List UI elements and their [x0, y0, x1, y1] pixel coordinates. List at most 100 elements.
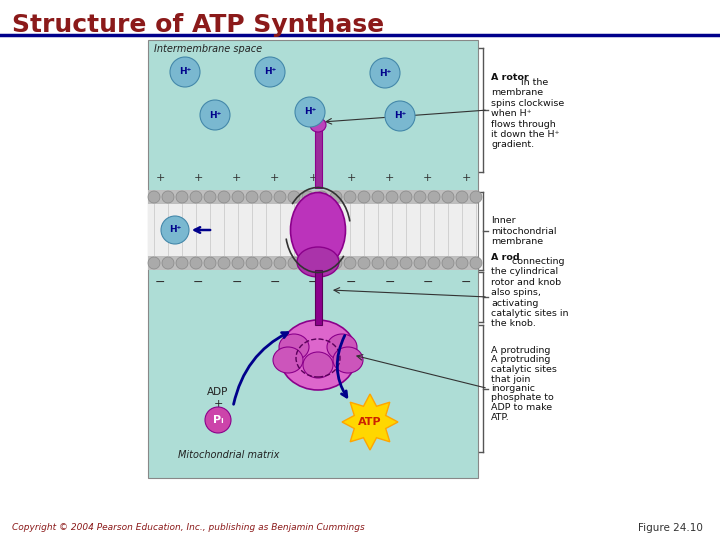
Circle shape — [456, 191, 468, 203]
Text: ADP to make: ADP to make — [491, 403, 552, 412]
Text: H⁺: H⁺ — [304, 107, 316, 117]
Text: H⁺: H⁺ — [264, 68, 276, 77]
Text: A protruding: A protruding — [491, 355, 550, 364]
Circle shape — [260, 191, 272, 203]
Text: Intermembrane space: Intermembrane space — [154, 44, 262, 54]
Polygon shape — [342, 394, 398, 450]
Ellipse shape — [279, 334, 309, 360]
Bar — [148, 190, 478, 270]
Circle shape — [204, 191, 216, 203]
Circle shape — [162, 257, 174, 269]
Circle shape — [400, 257, 412, 269]
Circle shape — [386, 257, 398, 269]
Circle shape — [386, 191, 398, 203]
Circle shape — [344, 257, 356, 269]
Bar — [148, 204, 478, 256]
Text: +: + — [384, 173, 394, 183]
FancyBboxPatch shape — [148, 40, 478, 478]
Ellipse shape — [279, 320, 357, 390]
Circle shape — [358, 191, 370, 203]
Circle shape — [288, 257, 300, 269]
Text: Copyright © 2004 Pearson Education, Inc., publishing as Benjamin Cummings: Copyright © 2004 Pearson Education, Inc.… — [12, 523, 365, 532]
Circle shape — [442, 191, 454, 203]
Circle shape — [218, 191, 230, 203]
Text: −: − — [155, 275, 166, 288]
Circle shape — [370, 58, 400, 88]
Ellipse shape — [297, 247, 339, 277]
Text: Structure of ATP Synthase: Structure of ATP Synthase — [12, 13, 384, 37]
Text: +: + — [232, 173, 241, 183]
Text: A rotor: A rotor — [491, 73, 528, 83]
Circle shape — [218, 257, 230, 269]
Text: +: + — [462, 173, 471, 183]
Circle shape — [302, 257, 314, 269]
Circle shape — [470, 191, 482, 203]
Circle shape — [148, 191, 160, 203]
Circle shape — [232, 257, 244, 269]
Circle shape — [288, 191, 300, 203]
Text: −: − — [307, 275, 318, 288]
Ellipse shape — [273, 347, 303, 373]
Text: +: + — [346, 173, 356, 183]
Text: inorganic: inorganic — [491, 384, 535, 393]
Circle shape — [428, 191, 440, 203]
Text: connecting
the cylindrical
rotor and knob
also spins,
activating
catalytic sites: connecting the cylindrical rotor and kno… — [491, 257, 569, 328]
Text: −: − — [423, 275, 433, 288]
Bar — [315, 270, 322, 325]
Circle shape — [295, 97, 325, 127]
Text: phosphate to: phosphate to — [491, 394, 554, 402]
Circle shape — [255, 57, 285, 87]
Ellipse shape — [303, 352, 333, 378]
Text: H⁺: H⁺ — [209, 111, 221, 119]
Ellipse shape — [327, 334, 357, 360]
Text: H⁺: H⁺ — [169, 226, 181, 234]
Circle shape — [358, 257, 370, 269]
Circle shape — [204, 257, 216, 269]
Text: Inner
mitochondrial
membrane: Inner mitochondrial membrane — [491, 216, 557, 246]
Ellipse shape — [333, 347, 363, 373]
Text: −: − — [269, 275, 280, 288]
Circle shape — [316, 257, 328, 269]
Circle shape — [470, 257, 482, 269]
Bar — [315, 130, 322, 188]
Circle shape — [232, 191, 244, 203]
Text: H⁺: H⁺ — [394, 111, 406, 120]
Circle shape — [246, 257, 258, 269]
Circle shape — [330, 257, 342, 269]
Circle shape — [162, 191, 174, 203]
Circle shape — [414, 191, 426, 203]
Text: Figure 24.10: Figure 24.10 — [638, 523, 703, 533]
Circle shape — [442, 257, 454, 269]
Circle shape — [200, 100, 230, 130]
Circle shape — [274, 191, 286, 203]
Ellipse shape — [310, 118, 326, 132]
Text: +: + — [423, 173, 433, 183]
Circle shape — [372, 191, 384, 203]
Circle shape — [176, 257, 188, 269]
Text: −: − — [346, 275, 356, 288]
Text: that join: that join — [491, 375, 531, 383]
Circle shape — [385, 101, 415, 131]
Text: −: − — [384, 275, 395, 288]
Circle shape — [170, 57, 200, 87]
Circle shape — [302, 191, 314, 203]
Text: H⁺: H⁺ — [179, 68, 191, 77]
Circle shape — [316, 191, 328, 203]
Circle shape — [414, 257, 426, 269]
Ellipse shape — [290, 192, 346, 267]
Circle shape — [274, 257, 286, 269]
Text: +: + — [270, 173, 279, 183]
Circle shape — [330, 191, 342, 203]
Text: ATP.: ATP. — [491, 413, 510, 422]
Circle shape — [400, 191, 412, 203]
Circle shape — [148, 257, 160, 269]
Circle shape — [190, 257, 202, 269]
Text: Mitochondrial matrix: Mitochondrial matrix — [178, 450, 279, 460]
Text: ATP: ATP — [358, 417, 382, 427]
Text: catalytic sites: catalytic sites — [491, 365, 557, 374]
Circle shape — [176, 191, 188, 203]
Text: −: − — [461, 275, 472, 288]
Circle shape — [456, 257, 468, 269]
Text: Pᵢ: Pᵢ — [212, 415, 223, 425]
Circle shape — [344, 191, 356, 203]
